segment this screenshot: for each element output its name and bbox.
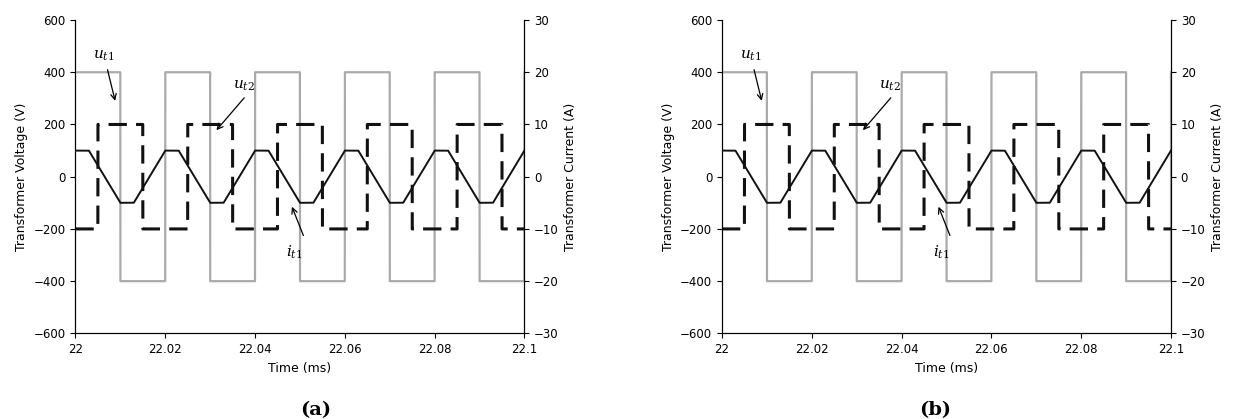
Text: $\boldsymbol{u_{t1}}$: $\boldsymbol{u_{t1}}$	[740, 48, 762, 63]
Y-axis label: Transformer Current (A): Transformer Current (A)	[1211, 103, 1224, 251]
X-axis label: Time (ms): Time (ms)	[269, 362, 332, 375]
Y-axis label: Transformer Voltage (V): Transformer Voltage (V)	[15, 103, 28, 251]
Text: (a): (a)	[300, 401, 332, 419]
Text: $\boldsymbol{u_{t1}}$: $\boldsymbol{u_{t1}}$	[93, 48, 115, 63]
Text: $\boldsymbol{u_{t2}}$: $\boldsymbol{u_{t2}}$	[233, 78, 254, 93]
Y-axis label: Transformer Voltage (V): Transformer Voltage (V)	[662, 103, 674, 251]
Y-axis label: Transformer Current (A): Transformer Current (A)	[565, 103, 577, 251]
Text: (b): (b)	[919, 401, 952, 419]
Text: $\boldsymbol{i_{t1}}$: $\boldsymbol{i_{t1}}$	[286, 243, 304, 261]
Text: $\boldsymbol{i_{t1}}$: $\boldsymbol{i_{t1}}$	[933, 243, 949, 261]
Text: $\boldsymbol{u_{t2}}$: $\boldsymbol{u_{t2}}$	[880, 78, 901, 93]
X-axis label: Time (ms): Time (ms)	[914, 362, 978, 375]
